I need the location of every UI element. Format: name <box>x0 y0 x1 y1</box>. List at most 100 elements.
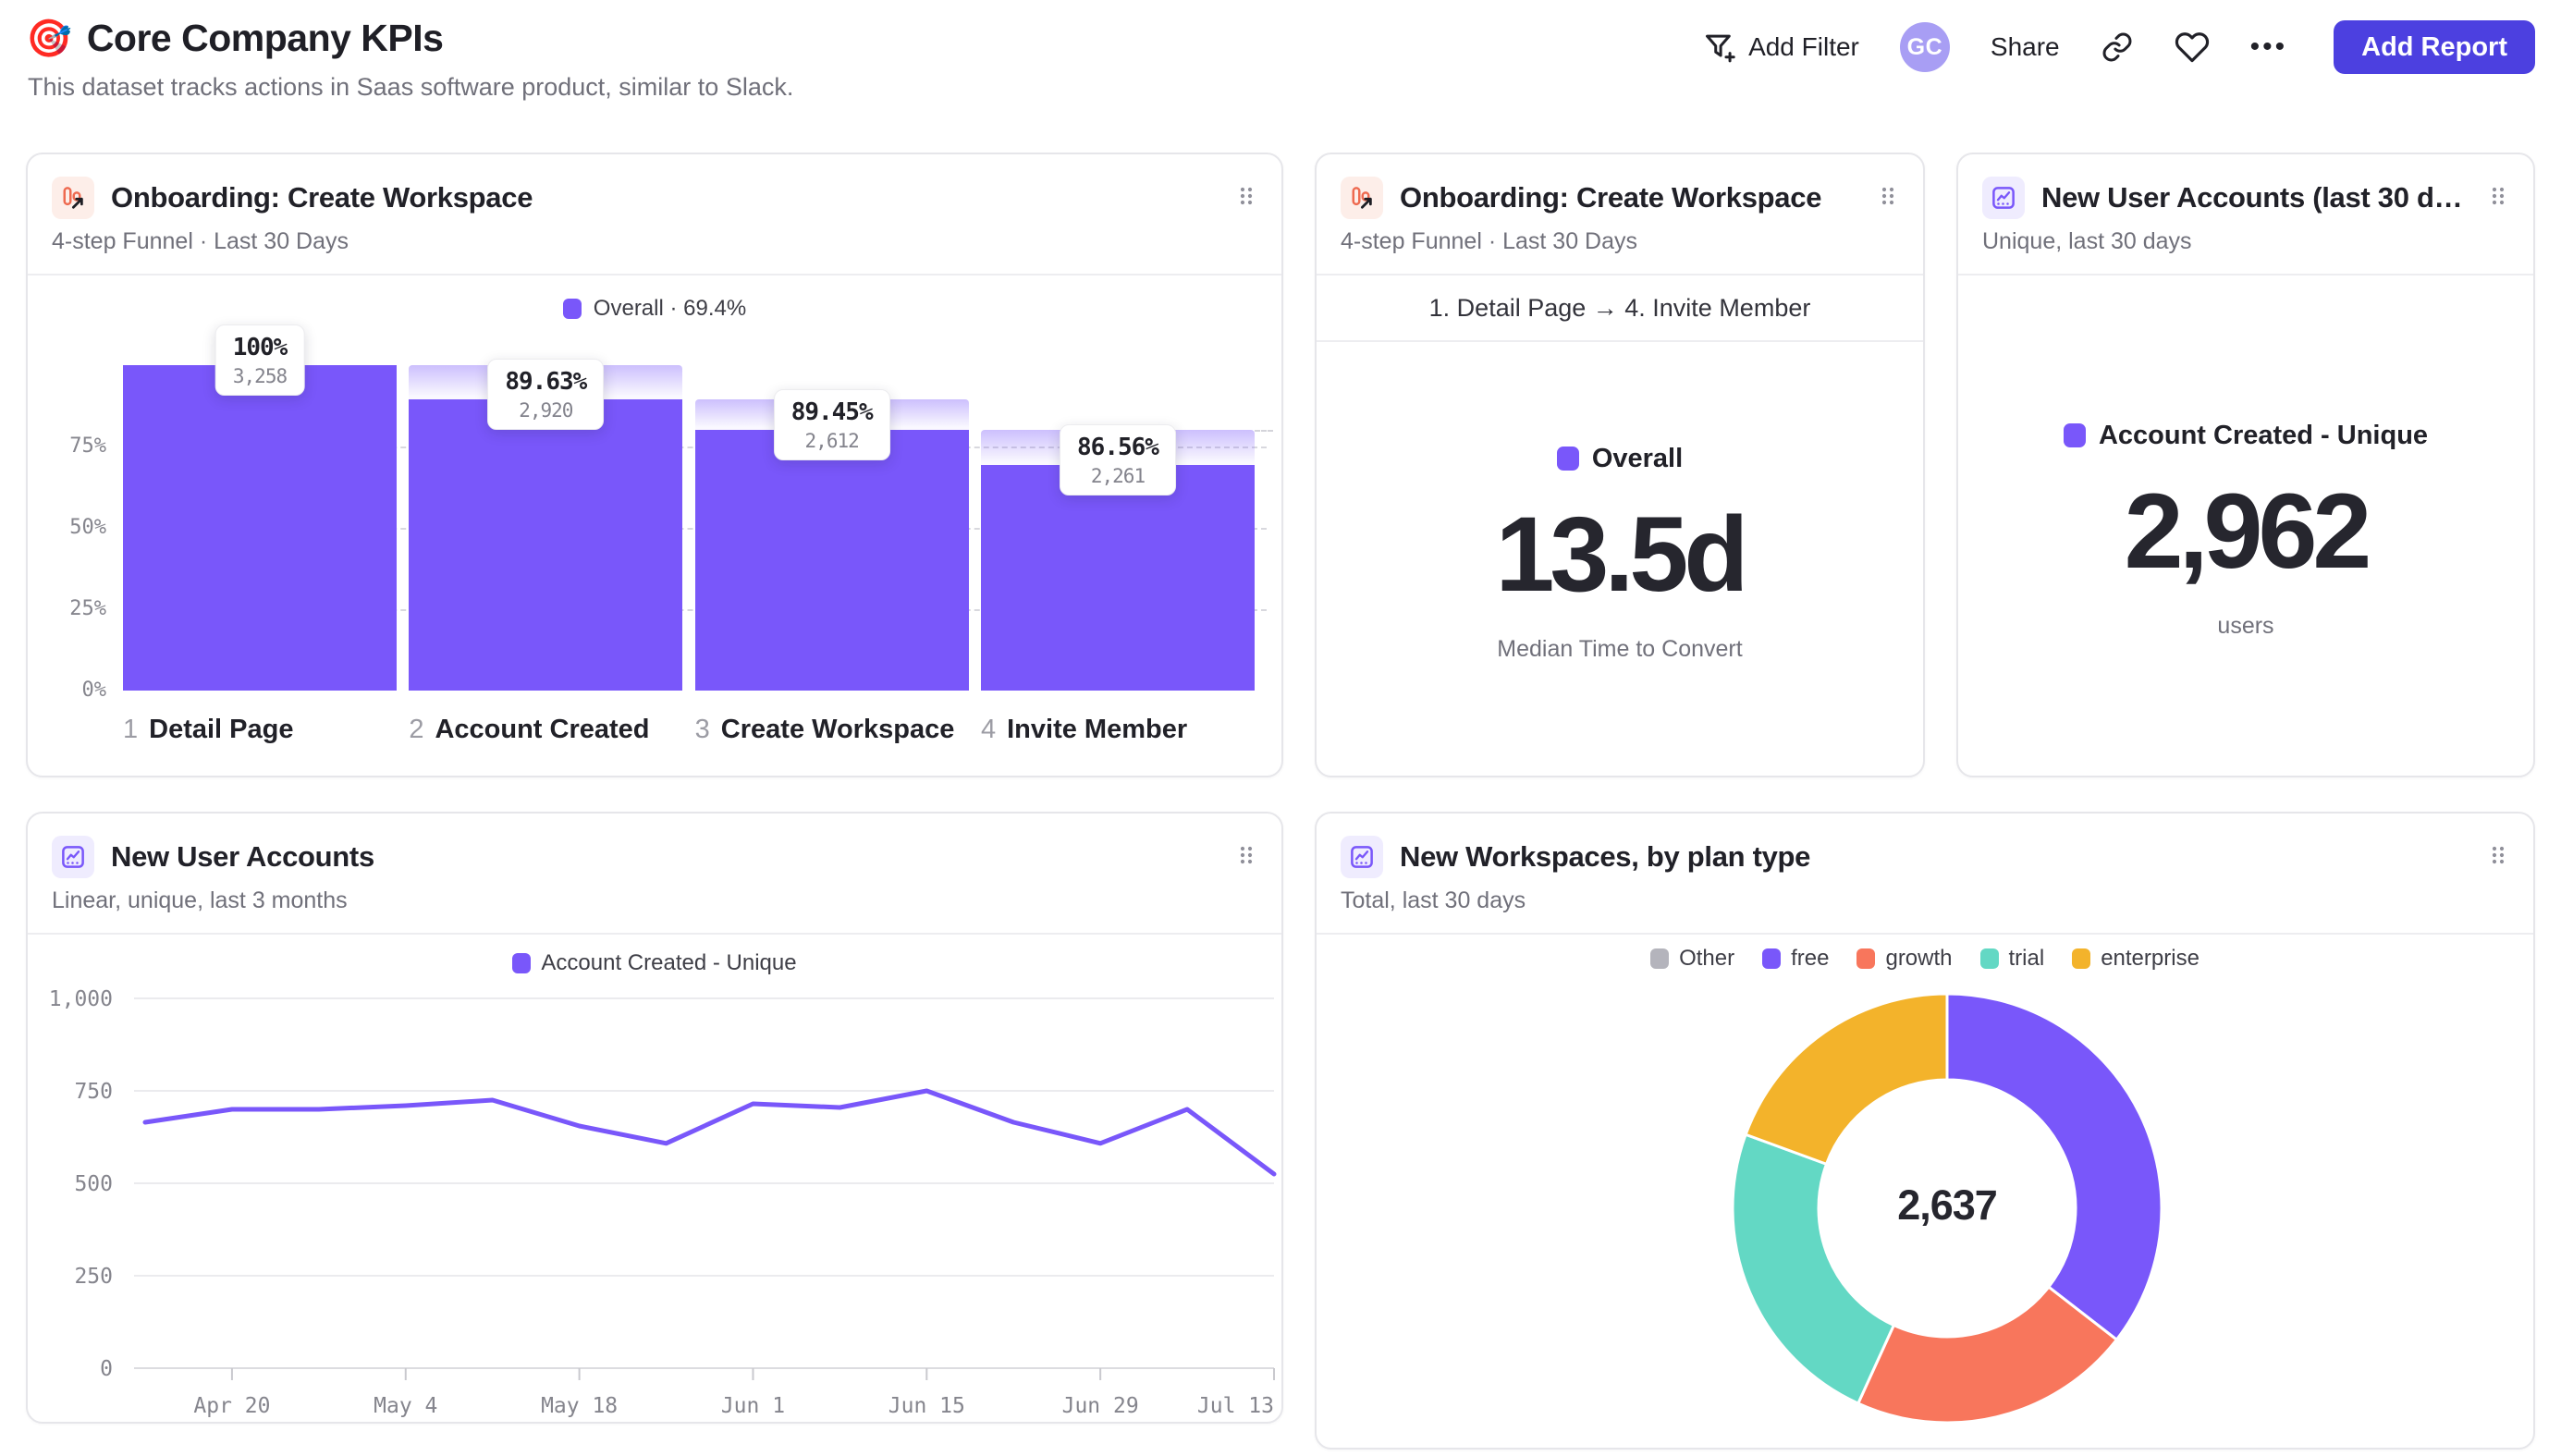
legend-swatch <box>1650 948 1670 969</box>
share-button[interactable]: Share <box>1991 32 2060 62</box>
card-subtitle: Unique, last 30 days <box>1982 228 2192 254</box>
funnel-step-number: 2 <box>409 715 424 744</box>
funnel-step-number: 4 <box>980 715 997 744</box>
stat-caption: users <box>2217 612 2274 639</box>
card-title[interactable]: Onboarding: Create Workspace <box>111 181 533 214</box>
line-chart-y-tick-label: 250 <box>74 1265 113 1289</box>
stat-legend[interactable]: Account Created - Unique <box>2063 421 2428 451</box>
legend-label: Account Created - Unique <box>541 950 797 975</box>
line-chart-legend: Account Created - Unique <box>28 950 1281 976</box>
legend-item[interactable]: Account Created - Unique <box>512 950 797 976</box>
legend-item-growth[interactable]: growth <box>1856 946 1953 972</box>
donut-chart <box>1317 814 2537 1451</box>
funnel-value-label: 86.56% 2,261 <box>1060 423 1176 496</box>
funnel-percent-label: 89.63% <box>505 367 587 396</box>
line-series[interactable] <box>142 1088 1277 1177</box>
donut-center-value: 2,637 <box>1897 1181 1998 1229</box>
page-title: Core Company KPIs <box>86 17 444 59</box>
link-icon <box>2101 31 2134 64</box>
more-options-button[interactable]: ••• <box>2249 31 2288 62</box>
line-chart-x-tick-label: Apr 20 <box>193 1394 270 1418</box>
median-time-value: 13.5d <box>1495 495 1748 614</box>
legend-label: Other <box>1679 946 1735 971</box>
funnel-y-tick-label: 0% <box>81 679 107 702</box>
funnel-y-tick-label: 25% <box>69 597 106 620</box>
funnel-legend[interactable]: Overall · 69.4% <box>28 296 1281 322</box>
line-chart: 0 250 500 750 1,000 Apr 20 May 4 May 18 Jun 1 Jun… <box>28 987 1285 1424</box>
line-chart-y-tick-label: 1,000 <box>49 989 113 1011</box>
funnel-step-number: 3 <box>694 715 710 744</box>
legend-swatch <box>1856 948 1876 969</box>
line-chart-x-tick-label: Jun 1 <box>721 1394 785 1418</box>
funnel-percent-label: 89.45% <box>790 398 874 426</box>
funnel-step-label: 2 Account Created <box>409 715 650 744</box>
legend-swatch <box>2072 948 2091 969</box>
favorite-button[interactable] <box>2175 30 2210 65</box>
card-time-to-convert: Onboarding: Create Workspace 4-step Funn… <box>1315 153 1925 777</box>
stat-legend[interactable]: Overall <box>1556 444 1683 474</box>
funnel-step-label: 1 Detail Page <box>123 715 294 744</box>
legend-swatch <box>512 953 532 973</box>
legend-swatch <box>1979 948 1999 969</box>
line-chart-y-tick-label: 500 <box>74 1172 113 1196</box>
donut-slice-growth[interactable] <box>1856 1285 2119 1425</box>
copy-link-button[interactable] <box>2101 31 2134 64</box>
user-avatar[interactable]: GC <box>1899 22 1950 72</box>
funnel-value-label: 89.63% 2,920 <box>487 358 605 430</box>
card-subtitle: 4-step Funnel · Last 30 Days <box>1341 228 1637 254</box>
funnel-bar[interactable] <box>123 365 397 691</box>
funnel-bar[interactable] <box>980 464 1255 691</box>
donut-slice-enterprise[interactable] <box>1744 992 1949 1167</box>
card-title[interactable]: New User Accounts <box>111 840 374 873</box>
drag-handle-icon[interactable] <box>1877 182 1899 214</box>
funnel-count-label: 3,258 <box>232 365 288 387</box>
funnel-value-label: 100% 3,258 <box>214 324 305 396</box>
card-title[interactable]: New User Accounts (last 30 days) <box>2041 181 2470 214</box>
insights-report-icon <box>1982 177 2025 219</box>
donut-chart-legend: Other free growth trial enterprise <box>1317 946 2533 972</box>
funnel-x-axis: 1 Detail Page 2 Account Created 3 Create Work… <box>123 709 1272 765</box>
users-count-value: 2,962 <box>2124 471 2372 591</box>
funnel-gridline <box>123 447 1267 448</box>
drag-handle-icon[interactable] <box>2487 182 2509 214</box>
donut-slice-free[interactable] <box>1945 992 2163 1342</box>
donut-chart-svg <box>1731 992 2163 1425</box>
card-funnel: Onboarding: Create Workspace 4-step Funn… <box>26 153 1283 777</box>
line-chart-y-tick-label: 0 <box>100 1357 113 1381</box>
funnel-reference-line <box>1254 429 1273 432</box>
funnel-bar[interactable] <box>694 429 969 691</box>
funnel-bar[interactable] <box>409 398 683 691</box>
line-chart-svg: 0 250 500 750 1,000 Apr 20 May 4 May 18 Jun 1 Jun… <box>49 987 1277 1418</box>
line-chart-x-tick-label: Jun 15 <box>888 1394 965 1418</box>
funnel-y-tick-label: 75% <box>69 434 106 458</box>
donut-slice-trial[interactable] <box>1731 1132 1896 1406</box>
insights-report-icon <box>1341 836 1383 878</box>
add-filter-button[interactable]: Add Filter <box>1702 30 1859 65</box>
funnel-y-tick-label: 50% <box>69 516 106 539</box>
stat-caption: Median Time to Convert <box>1497 635 1743 662</box>
legend-swatch <box>2063 423 2086 447</box>
line-chart-x-tick-label: May 18 <box>541 1394 618 1418</box>
drag-handle-icon[interactable] <box>1235 841 1257 874</box>
drag-handle-icon[interactable] <box>2487 841 2509 874</box>
funnel-percent-label: 86.56% <box>1077 433 1159 461</box>
legend-item-free[interactable]: free <box>1762 946 1829 972</box>
drag-handle-icon[interactable] <box>1235 182 1257 214</box>
card-new-user-accounts-total: New User Accounts (last 30 days) Unique,… <box>1956 153 2535 777</box>
legend-item-trial[interactable]: trial <box>1979 946 2045 972</box>
add-report-button[interactable]: Add Report <box>2334 20 2535 74</box>
legend-label: enterprise <box>2101 946 2200 971</box>
legend-label: trial <box>2008 946 2045 971</box>
card-subtitle: Linear, unique, last 3 months <box>52 887 348 913</box>
legend-item-enterprise[interactable]: enterprise <box>2072 946 2200 972</box>
funnel-count-label: 2,920 <box>519 398 573 422</box>
legend-item-other[interactable]: Other <box>1650 946 1734 972</box>
legend-swatch <box>1556 447 1579 471</box>
filter-plus-icon <box>1702 30 1737 65</box>
funnel-gridline <box>123 609 1267 611</box>
card-title[interactable]: Onboarding: Create Workspace <box>1400 181 1822 214</box>
funnel-step-label: 3 Create Workspace <box>694 715 955 744</box>
funnel-step-number: 1 <box>123 715 139 744</box>
line-chart-x-tick-label: Jul 13 <box>1197 1394 1274 1418</box>
line-chart-y-tick-label: 750 <box>74 1080 113 1104</box>
